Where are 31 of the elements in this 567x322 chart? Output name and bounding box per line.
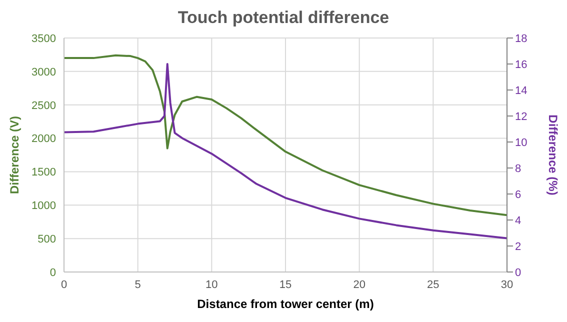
y-tick-label: 3500 bbox=[32, 32, 56, 45]
y2-axis-title: Difference (%) bbox=[546, 114, 560, 196]
x-tick-label: 15 bbox=[279, 278, 292, 291]
x-tick-label: 10 bbox=[206, 278, 218, 291]
y-tick-label: 2000 bbox=[32, 133, 56, 146]
x-tick-label: 30 bbox=[500, 278, 514, 291]
x-axis-title: Distance from tower center (m) bbox=[197, 297, 374, 311]
y2-tick-label: 2 bbox=[515, 240, 522, 253]
y-tick-label: 1000 bbox=[32, 200, 56, 212]
y2-tick-label: 16 bbox=[515, 58, 528, 71]
y-tick-label: 500 bbox=[38, 233, 56, 246]
line-series bbox=[64, 54, 507, 216]
y-tick-label: 1500 bbox=[32, 166, 56, 179]
x-tick-label: 25 bbox=[427, 278, 440, 291]
y2-tick-label: 6 bbox=[515, 188, 522, 201]
line-series bbox=[64, 63, 507, 240]
y-tick-label: 2500 bbox=[32, 100, 56, 112]
x-tick-label: 20 bbox=[353, 278, 366, 291]
y-axis-title: Difference (V) bbox=[7, 116, 22, 194]
x-tick-label: 5 bbox=[134, 278, 141, 291]
y-tick-label: 0 bbox=[50, 266, 56, 279]
x-tick-label: 0 bbox=[60, 278, 68, 291]
y2-tick-label: 0 bbox=[515, 266, 522, 279]
y2-tick-label: 18 bbox=[515, 32, 528, 45]
y2-tick-label: 12 bbox=[515, 110, 528, 123]
y2-tick-label: 8 bbox=[515, 162, 522, 175]
y2-tick-label: 4 bbox=[515, 214, 522, 227]
y2-tick-label: 10 bbox=[515, 136, 528, 149]
y2-tick-label: 14 bbox=[515, 84, 528, 97]
chart-title: Touch potential difference bbox=[176, 8, 390, 29]
y-tick-label: 3000 bbox=[32, 66, 56, 78]
